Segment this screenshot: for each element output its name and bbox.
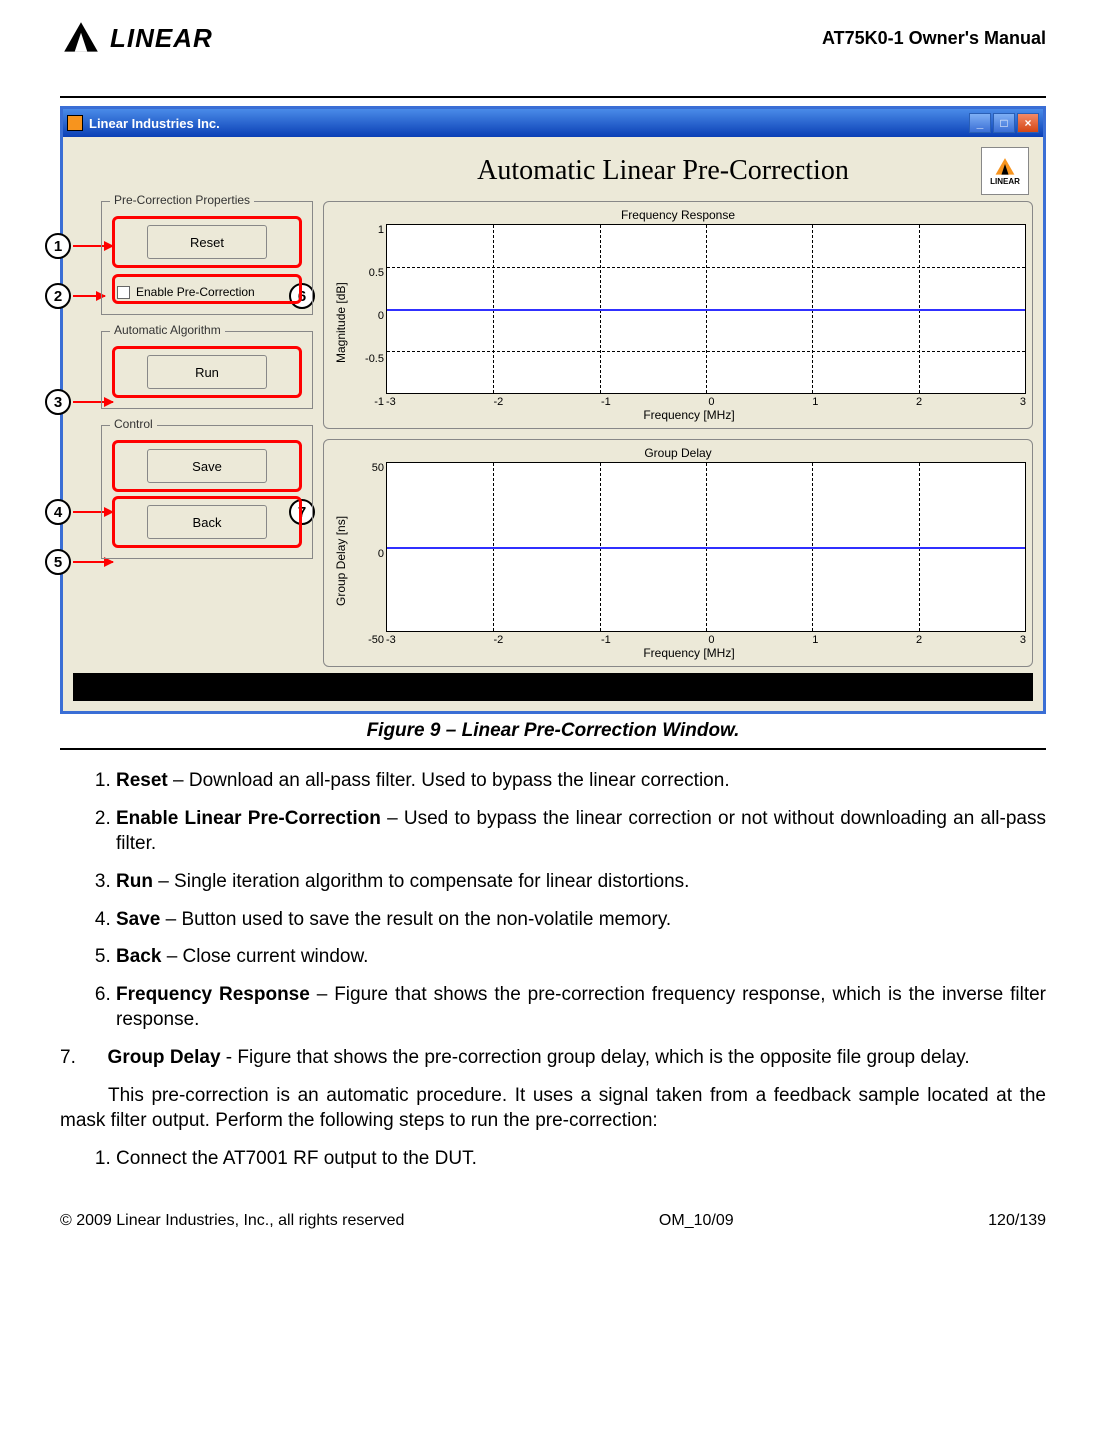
paragraph: This pre-correction is an automatic proc… — [60, 1083, 1046, 1134]
footer-left: © 2009 Linear Industries, Inc., all righ… — [60, 1212, 404, 1230]
xticks: -3-2-10123 — [386, 394, 1026, 408]
reset-button[interactable]: Reset — [147, 225, 267, 259]
back-button[interactable]: Back — [147, 505, 267, 539]
figure-caption: Figure 9 – Linear Pre-Correction Window. — [60, 714, 1046, 744]
steps-list: Connect the AT7001 RF output to the DUT. — [60, 1146, 1046, 1172]
list-item-7: 7. Group Delay - Figure that shows the p… — [60, 1045, 1046, 1071]
titlebar: Linear Industries Inc. _ □ × — [63, 109, 1043, 137]
list-item: Enable Linear Pre-Correction – Used to b… — [116, 806, 1046, 857]
group-precorrection: Pre-Correction Properties Reset Enable P… — [101, 201, 313, 315]
list-item: Save – Button used to save the result on… — [116, 907, 1046, 933]
group-algorithm: Automatic Algorithm Run — [101, 331, 313, 409]
description-list: Reset – Download an all-pass filter. Use… — [60, 768, 1046, 1033]
xlabel: Frequency [MHz] — [352, 646, 1026, 660]
enable-checkbox[interactable] — [117, 286, 130, 299]
xlabel: Frequency [MHz] — [352, 408, 1026, 422]
minimize-button[interactable]: _ — [969, 113, 991, 133]
titlebar-icon — [67, 115, 83, 131]
brand-text: LINEAR — [110, 23, 213, 54]
close-button[interactable]: × — [1017, 113, 1039, 133]
manual-title: AT75K0-1 Owner's Manual — [822, 28, 1046, 49]
chart-group-delay: Group Delay Group Delay [ns] 50 0 -50 — [323, 439, 1033, 667]
ylabel: Magnitude [dB] — [330, 224, 352, 422]
ylabel: Group Delay [ns] — [330, 462, 352, 660]
chart-frequency-response: Frequency Response Magnitude [dB] 1 0.5 … — [323, 201, 1033, 429]
corner-logo: LINEAR — [981, 147, 1029, 195]
callout-5: 5 — [45, 549, 71, 575]
titlebar-text: Linear Industries Inc. — [89, 116, 220, 131]
group-control: Control Save Back — [101, 425, 313, 559]
arrow-5 — [73, 561, 113, 563]
enable-label: Enable Pre-Correction — [136, 285, 255, 299]
group-title: Automatic Algorithm — [110, 323, 225, 337]
list-item: Connect the AT7001 RF output to the DUT. — [116, 1146, 1046, 1172]
plot-area — [386, 462, 1026, 632]
yticks: 50 0 -50 — [354, 462, 384, 646]
maximize-button[interactable]: □ — [993, 113, 1015, 133]
plot-area — [386, 224, 1026, 394]
chart-title: Group Delay — [330, 446, 1026, 460]
list-item: Frequency Response – Figure that shows t… — [116, 982, 1046, 1033]
yticks: 1 0.5 0 -0.5 -1 — [354, 224, 384, 408]
list-item: Run – Single iteration algorithm to comp… — [116, 869, 1046, 895]
callout-4: 4 — [45, 499, 71, 525]
footer-right: 120/139 — [988, 1212, 1046, 1230]
callout-2: 2 — [45, 283, 71, 309]
callout-1: 1 — [45, 233, 71, 259]
group-title: Pre-Correction Properties — [110, 193, 254, 207]
data-line — [387, 309, 1025, 311]
callout-3: 3 — [45, 389, 71, 415]
save-button[interactable]: Save — [147, 449, 267, 483]
chart-title: Frequency Response — [330, 208, 1026, 222]
status-bar — [73, 673, 1033, 701]
footer-mid: OM_10/09 — [659, 1212, 734, 1230]
list-item: Reset – Download an all-pass filter. Use… — [116, 768, 1046, 794]
app-window: Linear Industries Inc. _ □ × LINEAR Auto… — [60, 106, 1046, 714]
group-title: Control — [110, 417, 157, 431]
window-heading: Automatic Linear Pre-Correction — [293, 155, 1033, 187]
brand-logo: LINEAR — [60, 20, 213, 56]
list-item: Back – Close current window. — [116, 944, 1046, 970]
run-button[interactable]: Run — [147, 355, 267, 389]
xticks: -3-2-10123 — [386, 632, 1026, 646]
data-line — [387, 547, 1025, 549]
